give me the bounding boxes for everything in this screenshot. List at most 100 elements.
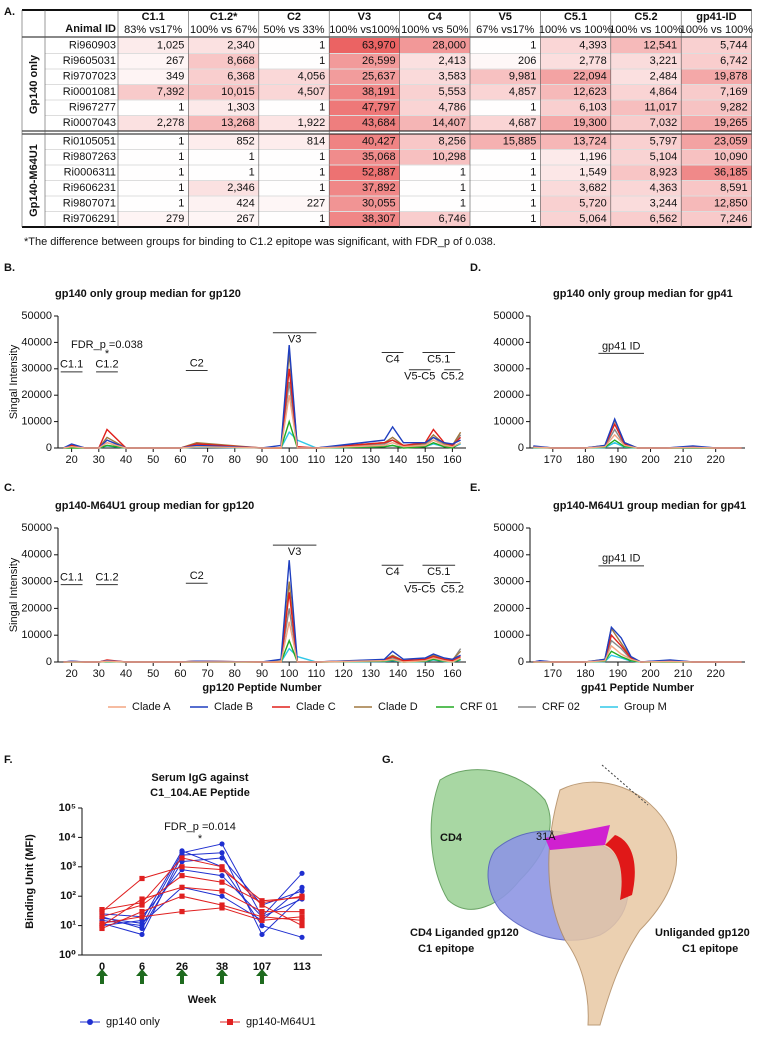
heat-cell	[329, 211, 400, 227]
heat-cell	[681, 165, 752, 181]
point	[259, 931, 265, 938]
point	[99, 914, 105, 920]
y-tick-label: 30000	[493, 576, 524, 588]
table-cell: 1	[249, 151, 255, 163]
immunization-arrow	[136, 969, 148, 984]
table-cell: 1	[530, 40, 536, 52]
x-tick-label: 140	[389, 454, 407, 466]
animal-line	[101, 843, 303, 927]
heat-cell	[188, 100, 259, 116]
column-header: V5	[498, 11, 511, 23]
table-cell: 11,017	[644, 102, 677, 114]
y-tick-label: 10¹	[60, 920, 76, 932]
x-tick-label: 26	[176, 961, 188, 973]
region-label: C4	[386, 566, 400, 578]
point	[259, 917, 265, 924]
region-label: C5.1	[427, 566, 450, 578]
table-cell: 1,025	[157, 40, 185, 52]
y-tick-label: 0	[518, 656, 524, 668]
y-tick-label: 50000	[21, 522, 52, 534]
animal-id: Ri9706291	[63, 213, 116, 225]
x-tick-label: 30	[93, 454, 105, 466]
series-line	[533, 633, 742, 663]
animal-id: Ri0007043	[63, 117, 116, 129]
point	[219, 841, 225, 847]
structure-label: CD4 Liganded gp120	[410, 927, 519, 939]
x-tick-label: 220	[707, 454, 725, 466]
region-label: V5-C5	[404, 584, 435, 596]
heat-cell	[399, 100, 470, 116]
legend-label: gp140 only	[106, 1016, 160, 1028]
table-cell: 1,922	[298, 117, 326, 129]
x-tick-label: 60	[174, 454, 186, 466]
series-line	[63, 608, 462, 663]
x-tick-label: 80	[229, 454, 241, 466]
table-cell: 1	[178, 198, 184, 210]
x-axis-label: gp120 Peptide Number	[202, 682, 322, 694]
table-cell: 1,303	[227, 102, 255, 114]
series-line	[63, 419, 461, 449]
table-cell: 852	[236, 136, 254, 148]
table-corner: Animal ID	[65, 23, 116, 35]
point	[139, 925, 145, 932]
structure-label: C1 epitope	[682, 943, 738, 955]
series-line	[533, 428, 742, 449]
table-cell: 1	[530, 151, 536, 163]
animal-id: Ri0006311	[64, 167, 116, 179]
heat-cell	[329, 165, 400, 181]
x-tick-label: 210	[674, 668, 692, 680]
table-cell: 25,637	[362, 71, 396, 83]
chart-title: Serum IgG against	[151, 772, 249, 784]
y-tick-label: 10⁴	[58, 831, 76, 843]
x-tick-label: 110	[308, 454, 326, 466]
y-axis-label: Singal Intensity	[8, 557, 20, 632]
x-tick-label: 210	[674, 454, 692, 466]
x-tick-label: 107	[253, 961, 271, 973]
series-line	[533, 418, 742, 449]
table-cell: 13,724	[573, 136, 607, 148]
chart-title: gp140 only group median for gp120	[55, 288, 241, 300]
heat-cell	[540, 134, 611, 150]
table-cell: 1	[460, 182, 466, 194]
x-tick-label: 160	[443, 454, 461, 466]
legend-label: CRF 01	[460, 701, 498, 713]
heat-cell	[610, 149, 682, 165]
region-label: gp41 ID	[602, 340, 641, 352]
point	[219, 902, 225, 908]
table-cell: 6,742	[720, 55, 748, 67]
heat-cell	[399, 134, 470, 150]
heat-cell	[399, 149, 470, 165]
table-cell: 19,300	[573, 117, 607, 129]
chart-title: gp140-M64U1 group median for gp41	[553, 500, 746, 512]
table-cell: 2,778	[579, 55, 607, 67]
heat-cell	[610, 180, 682, 196]
region-label: C2	[190, 570, 204, 582]
table-cell: 6,103	[579, 102, 607, 114]
table-cell: 1	[319, 40, 325, 52]
series-line	[533, 626, 742, 663]
x-tick-label: 80	[229, 668, 241, 680]
heat-cell	[188, 134, 259, 150]
column-header: C5.2	[634, 11, 657, 23]
panel-label: B.	[4, 262, 15, 274]
heat-cell	[540, 115, 611, 131]
chart-title: C1_104.AE Peptide	[150, 787, 250, 799]
animal-line	[101, 852, 303, 936]
animal-id: Ri9605031	[63, 55, 116, 67]
column-detail: 100% vs 100%	[609, 24, 683, 36]
x-tick-label: 60	[174, 668, 186, 680]
significance-note: FDR_p =0.038	[71, 339, 143, 351]
heat-cell	[681, 115, 752, 131]
point	[299, 917, 305, 924]
heat-cell	[188, 211, 259, 227]
table-cell: 7,246	[720, 213, 748, 225]
animal-id: Ri9807263	[63, 151, 116, 163]
region-label: gp41 ID	[602, 553, 641, 565]
animal-id: Ri9606231	[63, 182, 116, 194]
heat-cell	[681, 180, 752, 196]
table-cell: 4,056	[298, 71, 326, 83]
point	[139, 875, 145, 882]
animal-id: Ri9807071	[63, 198, 116, 210]
table-cell: 4,363	[650, 182, 678, 194]
table-cell: 12,623	[573, 86, 607, 98]
